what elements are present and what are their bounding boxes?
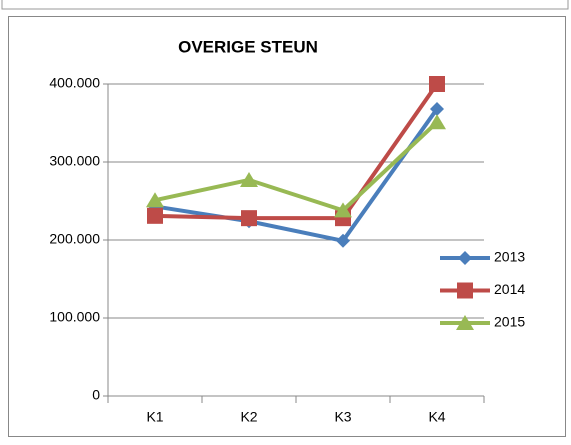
marker <box>334 202 352 218</box>
marker <box>336 233 350 248</box>
series-line <box>154 120 439 213</box>
marker <box>240 171 258 187</box>
y-tick-label: 300.000 <box>49 153 100 169</box>
y-tick-label: 0 <box>92 387 100 403</box>
legend-label: 2015 <box>494 314 525 330</box>
legend-marker <box>457 282 473 299</box>
y-tick-label: 200.000 <box>49 231 100 247</box>
series-line <box>154 82 439 221</box>
marker <box>241 210 257 227</box>
y-tick-label: 400.000 <box>49 75 100 91</box>
top-frame <box>1 0 569 10</box>
x-tick-label: K3 <box>334 409 351 425</box>
x-tick-label: K2 <box>240 409 257 425</box>
marker <box>428 114 446 130</box>
x-tick-label: K1 <box>146 409 163 425</box>
marker <box>147 207 163 224</box>
marker <box>429 76 445 92</box>
legend-marker <box>458 251 472 265</box>
chart-title: OVERIGE STEUN <box>178 37 318 56</box>
marker <box>430 101 444 116</box>
legend-marker <box>456 315 474 330</box>
legend-label: 2014 <box>494 281 525 297</box>
y-tick-label: 100.000 <box>49 309 100 325</box>
chart-frame <box>8 16 566 437</box>
x-tick-label: K4 <box>428 409 445 425</box>
series-line <box>154 107 439 243</box>
legend-label: 2013 <box>494 249 525 265</box>
marker <box>146 192 164 208</box>
